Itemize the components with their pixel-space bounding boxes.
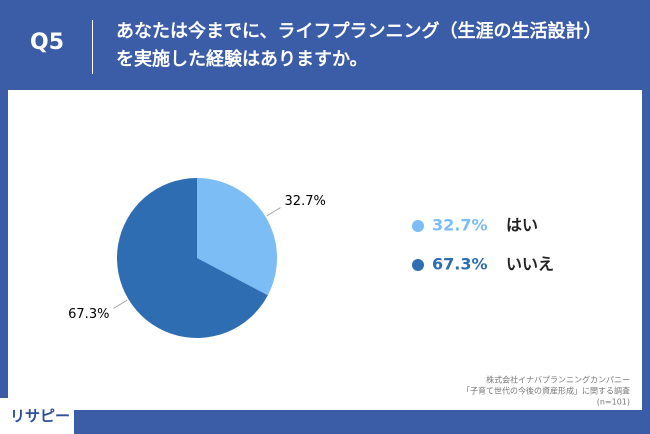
legend-marker (412, 259, 424, 271)
source-note: (n=101) (597, 398, 630, 407)
legend-value: 32.7% (432, 216, 488, 235)
pie-slice (197, 178, 277, 296)
card: 32.7% 32.7% はい 67.3% 67.3% いいえ株式会社イナバプランニングカン… (8, 90, 642, 410)
chart-title: あなたは今までに、ライフプランニング（生涯の生活設計） を実施した経験はあります… (116, 18, 601, 74)
pie-slice (117, 178, 268, 338)
brand-logo: リサピー (0, 398, 74, 434)
data-label: 32.7% (285, 194, 326, 209)
leader-line (113, 299, 128, 309)
legend-marker (412, 220, 424, 232)
legend-label: いいえ (506, 255, 554, 274)
leader-line (266, 207, 281, 217)
legend-label: はい (506, 216, 538, 235)
legend-value: 67.3% (432, 255, 488, 274)
title-line: を実施した経験はありますか。 (116, 49, 368, 70)
source-note: 株式会社イナバプランニングカンパニー (486, 375, 630, 385)
title-line: あなたは今までに、ライフプランニング（生涯の生活設計） (116, 21, 602, 42)
separator (92, 20, 93, 74)
source-note: 「子育て世代の今後の資産形成」に関する調査 (462, 386, 630, 396)
question-number: Q5 (30, 30, 65, 55)
chart: 32.7% 32.7% はい 67.3% 67.3% いいえ株式会社イナバプランニングカン… (68, 178, 630, 407)
data-label: 67.3% (68, 307, 109, 322)
